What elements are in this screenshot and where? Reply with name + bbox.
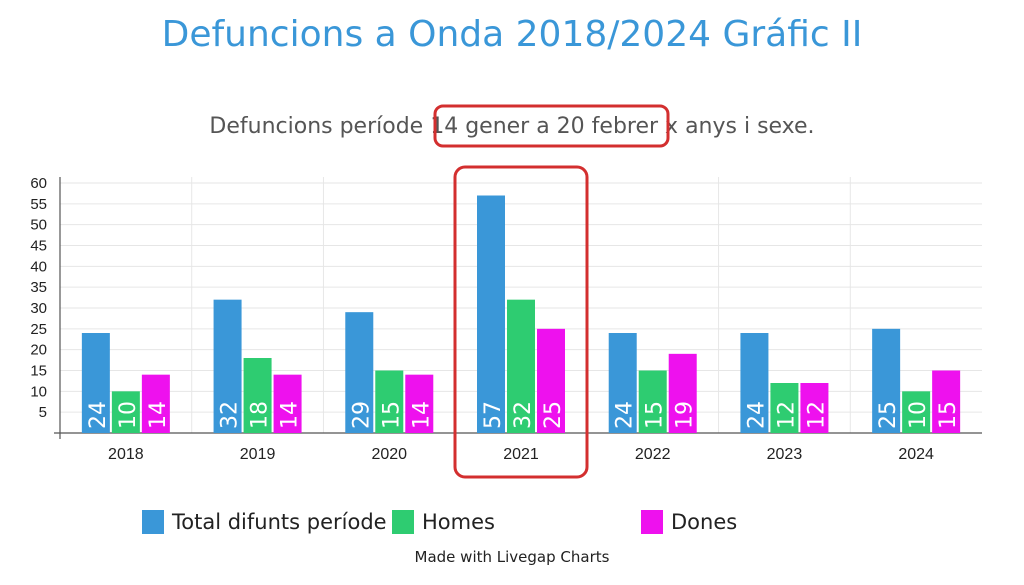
data-label: 12 (804, 401, 829, 429)
bar (81, 333, 110, 433)
data-label: 10 (906, 401, 931, 429)
y-tick-label: 15 (30, 363, 47, 380)
y-tick-label: 20 (30, 342, 47, 359)
x-tick-label: 2018 (108, 446, 144, 463)
chart-title: Defuncions a Onda 2018/2024 Gráfic II (161, 14, 863, 55)
legend-item-dones[interactable]: Dones (641, 508, 737, 536)
x-tick-label: 2021 (503, 446, 539, 463)
y-tick-label: 55 (30, 196, 47, 213)
data-label: 10 (116, 401, 141, 429)
bar (537, 328, 565, 433)
x-tick-label: 2019 (240, 446, 276, 463)
data-label: 19 (673, 401, 698, 429)
legend-swatch-dones (641, 510, 663, 534)
data-label: 15 (643, 401, 668, 429)
data-label: 14 (146, 401, 171, 429)
data-label: 14 (409, 401, 434, 429)
legend-item-total[interactable]: Total difunts període (142, 508, 387, 536)
data-label: 12 (774, 401, 799, 429)
bar (405, 374, 434, 433)
x-tick-label: 2024 (898, 446, 934, 463)
bar (477, 195, 505, 433)
bar (243, 358, 272, 433)
data-label: 25 (876, 401, 901, 429)
y-tick-label: 60 (30, 175, 47, 192)
bar (638, 370, 667, 433)
x-tick-label: 2022 (635, 446, 671, 463)
data-label: 32 (511, 401, 536, 429)
legend-swatch-homes (392, 510, 414, 534)
bar (345, 312, 374, 433)
data-label: 14 (278, 401, 303, 429)
bar (740, 333, 769, 433)
chart-subtitle: Defuncions període 14 gener a 20 febrer … (209, 114, 815, 139)
bar (111, 391, 140, 433)
x-tick-label: 2020 (371, 446, 407, 463)
y-tick-label: 40 (30, 258, 47, 275)
y-tick-label: 30 (30, 300, 47, 317)
highlight-box-subtitle (433, 104, 670, 148)
data-label: 18 (248, 401, 273, 429)
bar (608, 333, 637, 433)
y-tick-label: 45 (30, 238, 47, 255)
y-tick-label: 25 (30, 321, 47, 338)
x-tick-label: 2023 (767, 446, 803, 463)
highlight-box-2021 (453, 165, 589, 479)
legend-label-total: Total difunts període (172, 510, 387, 534)
data-label: 25 (541, 401, 566, 429)
data-label: 15 (936, 401, 961, 429)
data-label: 24 (744, 401, 769, 429)
y-tick-label: 35 (30, 279, 47, 296)
data-label: 29 (349, 401, 374, 429)
bar (668, 353, 697, 433)
data-label: 15 (379, 401, 404, 429)
data-label: 24 (613, 401, 638, 429)
legend-swatch-total (142, 510, 164, 534)
credit-text: Made with Livegap Charts (414, 548, 610, 566)
legend-item-homes[interactable]: Homes (392, 508, 495, 536)
bar (800, 383, 829, 433)
bar (141, 374, 170, 433)
data-label: 32 (218, 401, 243, 429)
y-tick-label: 5 (39, 404, 47, 421)
bar (932, 370, 961, 433)
legend-label-homes: Homes (422, 510, 495, 534)
legend-label-dones: Dones (671, 510, 738, 534)
bar (375, 370, 404, 433)
data-label: 57 (481, 401, 506, 429)
bar (507, 299, 535, 433)
bar (273, 374, 302, 433)
y-tick-label: 50 (30, 217, 47, 234)
y-tick-label: 10 (30, 383, 47, 400)
bar (213, 299, 242, 433)
bar (770, 383, 799, 433)
data-label: 24 (86, 401, 111, 429)
bar (902, 391, 931, 433)
bar (872, 328, 901, 433)
